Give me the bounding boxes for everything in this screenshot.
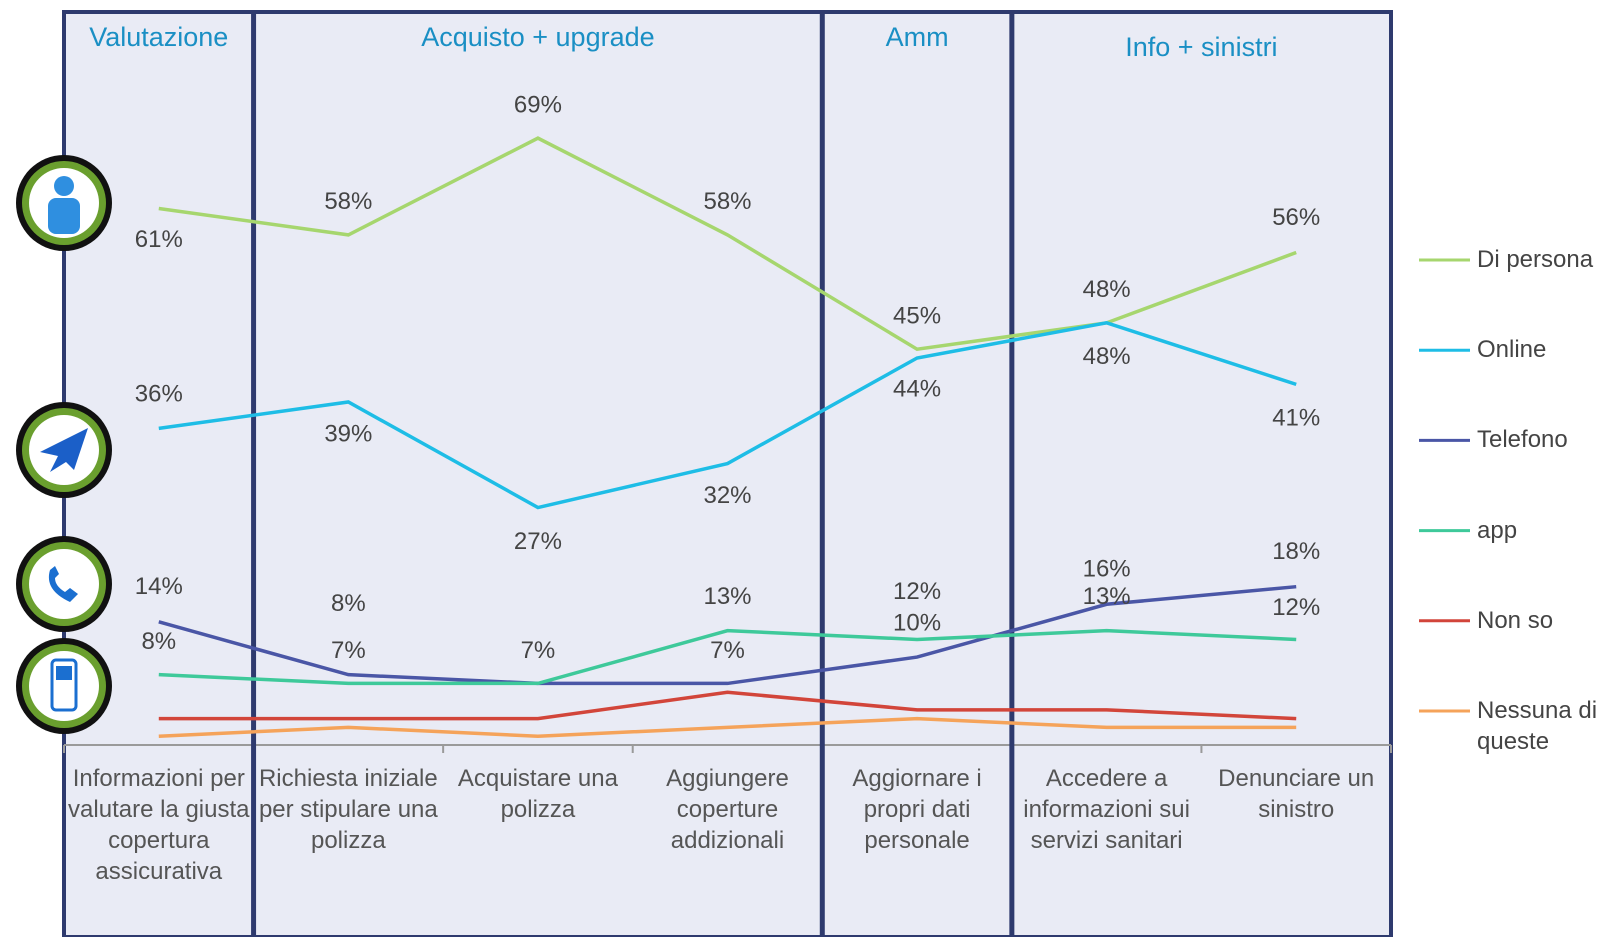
data-label: 48% [1083, 343, 1131, 370]
x-tick-label: Denunciare un sinistro [1218, 765, 1375, 823]
icons [16, 155, 112, 734]
legend-label: Di persona [1477, 246, 1594, 273]
x-tick-label: Informazioni per valutare la giusta cope… [68, 765, 250, 885]
data-label: 7% [331, 637, 366, 664]
data-label: 12% [893, 578, 941, 605]
group-header: Valutazione [89, 22, 229, 52]
icon-mobile [16, 638, 112, 734]
data-label: 58% [324, 188, 372, 215]
data-label: 69% [514, 91, 562, 118]
series-line [158, 321, 1297, 510]
data-label: 41% [1272, 405, 1320, 432]
data-label: 18% [1272, 538, 1320, 565]
data-label: 56% [1272, 204, 1320, 231]
data-label: 61% [135, 226, 183, 253]
group-header: Amm [885, 22, 949, 52]
data-label: 16% [1083, 556, 1131, 583]
data-label: 44% [893, 375, 941, 402]
icon-person [16, 155, 112, 251]
legend-label: Non so [1477, 606, 1554, 634]
data-label: 58% [703, 188, 751, 215]
data-label: 7% [521, 637, 556, 664]
data-label: 32% [703, 482, 751, 509]
data-label: 13% [703, 583, 751, 610]
legend-label: Online [1477, 336, 1547, 364]
series-line [158, 716, 1297, 738]
data-label: 27% [514, 528, 562, 555]
data-label: 8% [141, 628, 176, 655]
data-label: 13% [1083, 583, 1131, 610]
plot-background [62, 10, 1393, 937]
legend-label: app [1477, 516, 1518, 544]
data-label: 36% [135, 381, 183, 408]
x-tick-label: Accedere a informazioni sui servizi sani… [1023, 765, 1190, 854]
legend-label: Telefono [1477, 426, 1568, 454]
series-line [158, 584, 1297, 686]
data-label: 7% [710, 637, 745, 664]
x-tick-label: Richiesta iniziale per stipulare una pol… [258, 765, 438, 854]
data-label: 14% [135, 573, 183, 600]
lines: 61% 58% 69% 58% 45% 48% 56% 36% 39% 27% 32% 44% 48% 4… [135, 91, 1320, 738]
data-label: 45% [893, 303, 941, 330]
data-label: 39% [324, 420, 372, 447]
data-label: 10% [893, 609, 941, 636]
group-header: Info + sinistri [1125, 32, 1278, 62]
series-line [158, 690, 1297, 721]
x-tick-label: Acquistare una polizza [457, 765, 618, 823]
legend-label: Nessuna di queste [1477, 697, 1598, 755]
data-label: 48% [1083, 276, 1131, 303]
data-label: 8% [331, 590, 366, 617]
x-tick-label: Aggiornare i propri dati personale [852, 765, 982, 854]
data-label: 12% [1272, 594, 1320, 621]
x-tick-label: Aggiungere coperture addizionali [666, 765, 789, 854]
icon-phone [16, 536, 112, 632]
series-line [158, 628, 1297, 686]
icon-online [16, 402, 112, 498]
group-header: Acquisto + upgrade [421, 22, 655, 52]
